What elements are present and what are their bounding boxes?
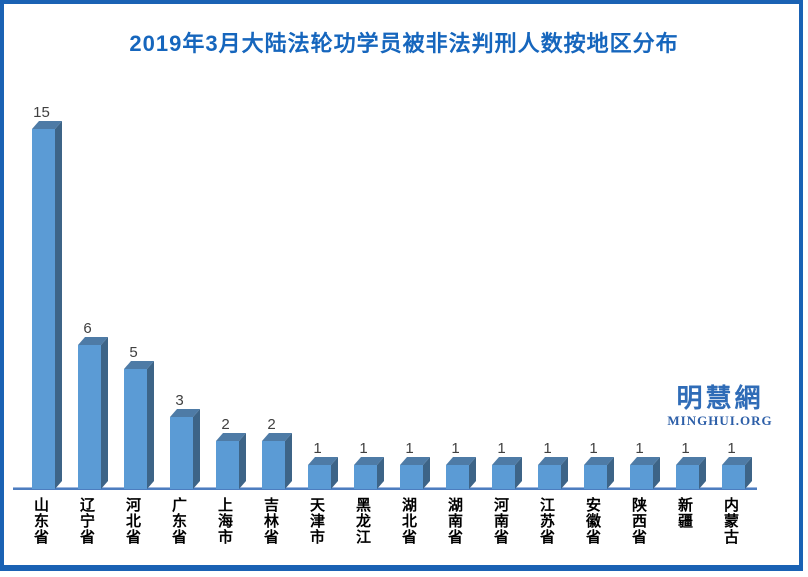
bar <box>584 465 607 489</box>
x-axis-label: 天津市 <box>308 497 325 545</box>
bar-value-label: 2 <box>267 416 275 433</box>
x-axis-label: 河北省 <box>124 497 141 545</box>
bar-value-label: 1 <box>589 440 597 457</box>
bar-side-face <box>147 361 154 489</box>
bar-side-face <box>561 457 568 489</box>
bar-side-face <box>745 457 752 489</box>
watermark-url-text: MINGHUI.ORG <box>667 413 773 428</box>
bar-side-face <box>423 457 430 489</box>
bar-value-label: 5 <box>129 344 137 361</box>
bar <box>630 465 653 489</box>
bar-value-label: 1 <box>635 440 643 457</box>
bar <box>492 465 515 489</box>
bar-top-face <box>170 409 200 417</box>
x-axis-label: 山东省 <box>32 497 49 545</box>
bar-value-label: 2 <box>221 416 229 433</box>
bar-top-face <box>722 457 752 465</box>
bar-side-face <box>469 457 476 489</box>
bar <box>216 441 239 489</box>
bar <box>400 465 423 489</box>
bar-top-face <box>354 457 384 465</box>
bar-top-face <box>400 457 430 465</box>
bar-value-label: 1 <box>727 440 735 457</box>
x-axis-line-highlight <box>13 487 757 488</box>
bar <box>354 465 377 489</box>
bar-value-label: 1 <box>497 440 505 457</box>
x-axis-label: 黑龙江 <box>354 497 371 545</box>
bar-top-face <box>584 457 614 465</box>
bar-value-label: 1 <box>451 440 459 457</box>
bar-side-face <box>653 457 660 489</box>
bar <box>722 465 745 489</box>
bar-top-face <box>216 433 246 441</box>
x-axis-label: 内蒙古 <box>722 497 739 545</box>
bar-top-face <box>492 457 522 465</box>
x-axis-line <box>13 488 757 490</box>
bar-side-face <box>285 433 292 489</box>
bar <box>308 465 331 489</box>
bar-side-face <box>55 121 62 489</box>
x-axis-label: 辽宁省 <box>78 497 95 545</box>
bar-value-label: 6 <box>83 320 91 337</box>
bar-side-face <box>607 457 614 489</box>
x-axis-label: 江苏省 <box>538 497 555 545</box>
bar <box>446 465 469 489</box>
x-axis-label: 河南省 <box>492 497 509 545</box>
bar-top-face <box>262 433 292 441</box>
bar-top-face <box>308 457 338 465</box>
bar-top-face <box>32 121 62 129</box>
minghui-watermark: 明慧網 MINGHUI.ORG <box>664 385 776 427</box>
bar <box>262 441 285 489</box>
bar-top-face <box>630 457 660 465</box>
bar <box>538 465 561 489</box>
bar-side-face <box>101 337 108 489</box>
x-axis-label: 安徽省 <box>584 497 601 545</box>
bar-value-label: 3 <box>175 392 183 409</box>
x-axis-label: 吉林省 <box>262 497 279 545</box>
bar-side-face <box>377 457 384 489</box>
bar <box>78 345 101 489</box>
bar-side-face <box>699 457 706 489</box>
bar-value-label: 1 <box>543 440 551 457</box>
bar <box>676 465 699 489</box>
bar-value-label: 1 <box>313 440 321 457</box>
bar-side-face <box>515 457 522 489</box>
bar-side-face <box>193 409 200 489</box>
x-axis-label: 陕西省 <box>630 497 647 545</box>
bar-top-face <box>538 457 568 465</box>
bar-value-label: 15 <box>33 104 50 121</box>
bar-value-label: 1 <box>681 440 689 457</box>
bar-top-face <box>78 337 108 345</box>
x-axis-label: 上海市 <box>216 497 233 545</box>
bar <box>124 369 147 489</box>
bar-side-face <box>331 457 338 489</box>
bar-top-face <box>446 457 476 465</box>
bar-top-face <box>676 457 706 465</box>
bar-top-face <box>124 361 154 369</box>
x-axis-label: 湖北省 <box>400 497 417 545</box>
bar-value-label: 1 <box>405 440 413 457</box>
x-axis-label: 广东省 <box>170 497 187 545</box>
bar-side-face <box>239 433 246 489</box>
watermark-chinese-text: 明慧網 <box>676 383 764 413</box>
x-axis-label: 湖南省 <box>446 497 463 545</box>
chart-title: 2019年3月大陆法轮功学员被非法判刑人数按地区分布 <box>129 31 679 56</box>
bar <box>170 417 193 489</box>
bar-value-label: 1 <box>359 440 367 457</box>
x-axis-label: 新疆 <box>676 497 693 529</box>
bar <box>32 129 55 489</box>
